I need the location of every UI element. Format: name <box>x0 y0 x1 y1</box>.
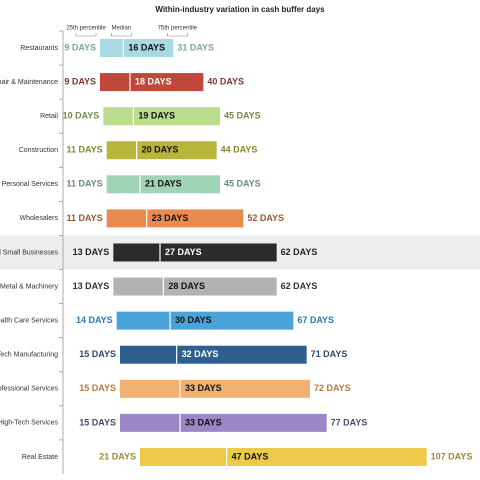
range-bar <box>120 413 327 432</box>
median-label: 32 DAYS <box>182 349 219 359</box>
p75-label: 71 DAYS <box>311 349 348 359</box>
legend-bracket <box>111 33 132 37</box>
median-label: 19 DAYS <box>138 111 175 121</box>
range-bar <box>140 447 427 466</box>
category-label: Real Estate <box>22 454 58 461</box>
legend-label: 25th percentile <box>66 26 106 32</box>
range-bar <box>106 141 217 160</box>
median-label: 23 DAYS <box>152 213 189 223</box>
median-label: 33 DAYS <box>185 417 222 427</box>
category-label: Wholesalers <box>19 215 58 222</box>
median-label: 21 DAYS <box>145 179 182 189</box>
p75-label: 45 DAYS <box>224 111 261 121</box>
range-bar <box>100 39 174 57</box>
median-label: 20 DAYS <box>142 145 179 155</box>
p75-label: 67 DAYS <box>297 315 334 325</box>
p25-label: 10 DAYS <box>63 111 100 121</box>
legend-label: Median <box>111 26 131 32</box>
range-bar <box>120 345 307 364</box>
median-label: 16 DAYS <box>128 42 165 52</box>
category-label: Retail <box>40 113 58 120</box>
p25-label: 21 DAYS <box>99 451 136 461</box>
median-label: 18 DAYS <box>135 76 172 86</box>
p75-label: 45 DAYS <box>224 179 261 189</box>
p75-label: 40 DAYS <box>207 76 244 86</box>
range-bar <box>106 209 244 228</box>
range-bar <box>113 277 277 296</box>
p75-label: 31 DAYS <box>177 42 214 52</box>
p25-label: 13 DAYS <box>73 247 110 257</box>
range-bar <box>106 175 220 194</box>
range-bar <box>103 107 220 126</box>
category-label: Professional Services <box>0 386 58 393</box>
p25-label: 11 DAYS <box>66 145 102 155</box>
category-label: High-Tech Manufacturing <box>0 352 58 359</box>
median-label: 47 DAYS <box>232 451 269 461</box>
range-bar <box>116 311 294 330</box>
p25-label: 11 DAYS <box>66 179 102 189</box>
range-bar <box>120 379 310 398</box>
p25-label: 11 DAYS <box>66 213 102 223</box>
p75-label: 77 DAYS <box>331 417 368 427</box>
category-label: All Small Businesses <box>0 249 59 256</box>
p75-label: 52 DAYS <box>247 213 284 223</box>
legend-label: 75th percentile <box>158 26 198 32</box>
chart-title: Within-industry variation in cash buffer… <box>155 5 325 14</box>
legend-bracket <box>167 33 188 37</box>
p25-label: 15 DAYS <box>79 383 116 393</box>
p25-label: 13 DAYS <box>73 281 110 291</box>
category-label: Restaurants <box>20 45 58 52</box>
median-label: 33 DAYS <box>185 383 222 393</box>
p75-label: 44 DAYS <box>221 145 258 155</box>
range-bar <box>113 243 277 262</box>
p75-label: 62 DAYS <box>281 247 318 257</box>
p25-label: 15 DAYS <box>79 349 116 359</box>
p25-label: 15 DAYS <box>79 417 116 427</box>
p25-label: 9 DAYS <box>64 42 96 52</box>
category-label: Personal Services <box>2 181 59 188</box>
category-label: Construction <box>19 147 58 154</box>
p75-label: 62 DAYS <box>281 281 318 291</box>
category-label: Metal & Machinery <box>0 283 58 290</box>
median-label: 28 DAYS <box>168 281 205 291</box>
median-label: 30 DAYS <box>175 315 212 325</box>
category-label: Health Care Services <box>0 317 58 324</box>
p75-label: 72 DAYS <box>314 383 351 393</box>
category-label: High-Tech Services <box>0 420 58 427</box>
p25-label: 14 DAYS <box>76 315 113 325</box>
p25-label: 9 DAYS <box>64 76 96 86</box>
legend-bracket <box>75 33 97 37</box>
p75-label: 107 DAYS <box>431 451 473 461</box>
category-label: Repair & Maintenance <box>0 79 58 86</box>
range-bar <box>100 73 204 92</box>
median-label: 27 DAYS <box>165 247 202 257</box>
